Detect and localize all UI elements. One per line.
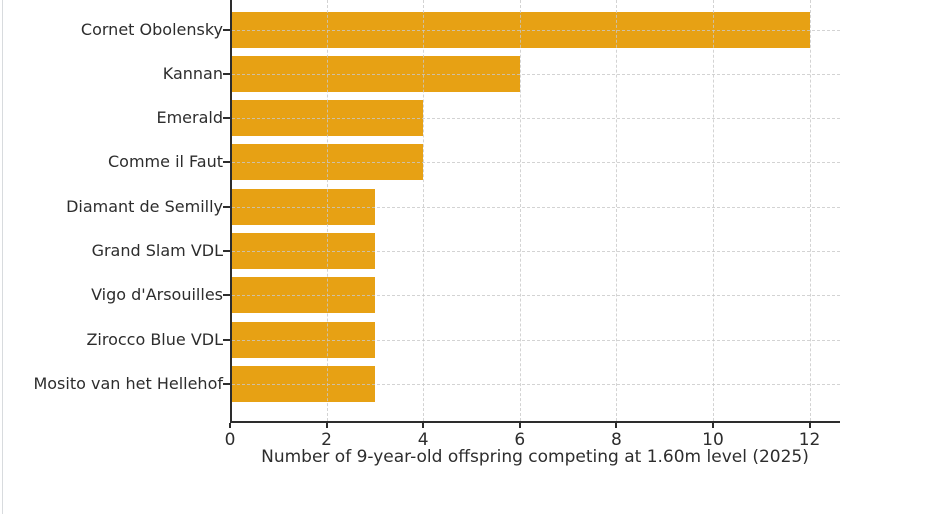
- y-tick-label: Zirocco Blue VDL: [86, 329, 223, 349]
- x-tick-label: 6: [514, 430, 526, 450]
- x-tick-label: 4: [417, 430, 429, 450]
- x-axis-tick-mark: [325, 423, 328, 428]
- x-tick-label: 0: [224, 430, 236, 450]
- y-axis-tick-mark: [223, 117, 230, 120]
- vertical-gridline: [712, 0, 714, 421]
- vertical-gridline: [519, 0, 521, 421]
- y-axis-tick-mark: [223, 294, 230, 297]
- x-axis-ticks: 0 2 4 6 8 10 12: [225, 423, 840, 467]
- horizontal-gridline: [232, 295, 840, 297]
- vertical-gridline: [326, 0, 328, 421]
- y-axis-tick-mark: [223, 72, 230, 75]
- y-tick-label: Diamant de Semilly: [66, 196, 223, 216]
- x-axis-spine: [230, 421, 840, 423]
- horizontal-gridline: [232, 251, 840, 252]
- y-tick-label: Cornet Obolensky: [80, 19, 223, 39]
- y-axis-tick-mark: [223, 161, 230, 164]
- y-tick-label: Kannan: [162, 63, 223, 83]
- y-axis-tick-mark: [223, 250, 230, 252]
- x-tick-label: 12: [798, 430, 821, 450]
- x-axis-tick-mark: [229, 423, 231, 428]
- horizontal-gridline: [232, 73, 840, 75]
- x-axis-tick-mark: [711, 423, 714, 428]
- horizontal-gridline: [232, 383, 840, 385]
- y-axis-tick-mark: [223, 382, 230, 385]
- y-tick-label: Emerald: [156, 108, 223, 128]
- y-tick-label: Comme il Faut: [108, 152, 223, 172]
- y-axis-spine: [230, 0, 232, 423]
- x-tick-label: 8: [610, 430, 622, 450]
- y-tick-label: Grand Slam VDL: [91, 241, 223, 260]
- x-tick-label: 10: [702, 430, 724, 450]
- horizontal-gridline: [232, 29, 840, 31]
- x-axis-tick-mark: [808, 423, 811, 428]
- vertical-gridline: [423, 0, 425, 421]
- vertical-gridline: [616, 0, 618, 421]
- x-tick-label: 2: [321, 430, 333, 450]
- horizontal-gridline: [232, 206, 840, 208]
- window-left-edge-line: [2, 0, 3, 514]
- horizontal-gridline: [232, 162, 840, 164]
- x-axis-label: Number of 9-year-old offspring competing…: [261, 447, 809, 467]
- y-tick-label: Vigo d'Arsouilles: [91, 285, 223, 305]
- y-axis-tick-mark: [223, 338, 230, 341]
- horizontal-gridline: [232, 339, 840, 341]
- x-axis-tick-mark: [615, 423, 618, 428]
- y-axis-labels: Cornet Obolensky Kannan Emerald Comme il Fa…: [0, 0, 223, 423]
- x-axis-tick-mark: [422, 423, 425, 428]
- y-axis-tick-mark: [223, 28, 230, 31]
- y-tick-label: Mosito van het Hellehof: [33, 373, 223, 393]
- plot-area: [223, 0, 840, 423]
- x-axis-tick-mark: [518, 423, 521, 428]
- vertical-gridline: [809, 0, 811, 421]
- horizontal-gridline: [232, 118, 840, 120]
- y-axis-tick-mark: [223, 205, 230, 208]
